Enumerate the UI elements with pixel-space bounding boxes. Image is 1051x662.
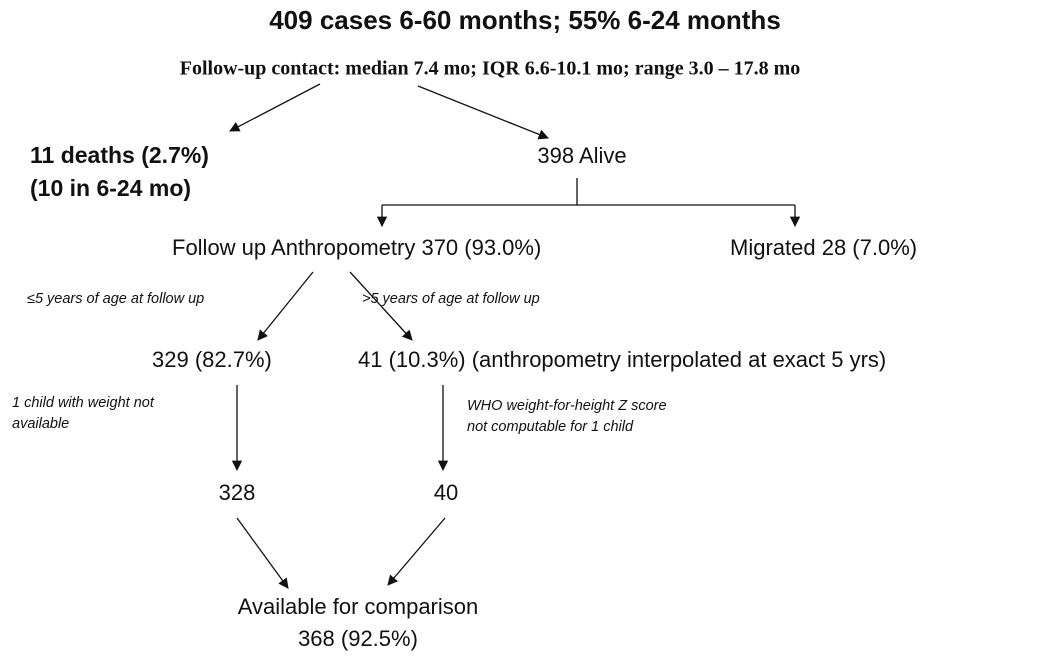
title: 409 cases 6-60 months; 55% 6-24 months <box>269 5 781 35</box>
node-available: 368 (92.5%) <box>298 626 418 651</box>
node-40: 40 <box>434 480 458 505</box>
node-under5: 329 (82.7%) <box>152 347 272 372</box>
note: ≤5 years of age at follow up <box>27 291 204 307</box>
note: WHO weight-for-height Z score <box>467 398 667 414</box>
node-alive: 398 Alive <box>537 143 626 168</box>
note: >5 years of age at follow up <box>362 291 540 307</box>
node-328: 328 <box>219 480 256 505</box>
node-anthropometry: Follow up Anthropometry 370 (93.0%) <box>172 235 541 260</box>
subtitle: Follow-up contact: median 7.4 mo; IQR 6.… <box>180 58 801 80</box>
note: 1 child with weight not <box>12 395 155 411</box>
arrows <box>229 83 801 589</box>
node-migrated: Migrated 28 (7.0%) <box>730 235 917 260</box>
node-available: Available for comparison <box>238 594 479 619</box>
node-over5: 41 (10.3%) (anthropometry interpolated a… <box>358 347 886 372</box>
node-deaths: 11 deaths (2.7%) <box>30 142 209 168</box>
node-deaths: (10 in 6-24 mo) <box>30 175 191 201</box>
note: available <box>12 416 69 432</box>
note: not computable for 1 child <box>467 419 634 435</box>
